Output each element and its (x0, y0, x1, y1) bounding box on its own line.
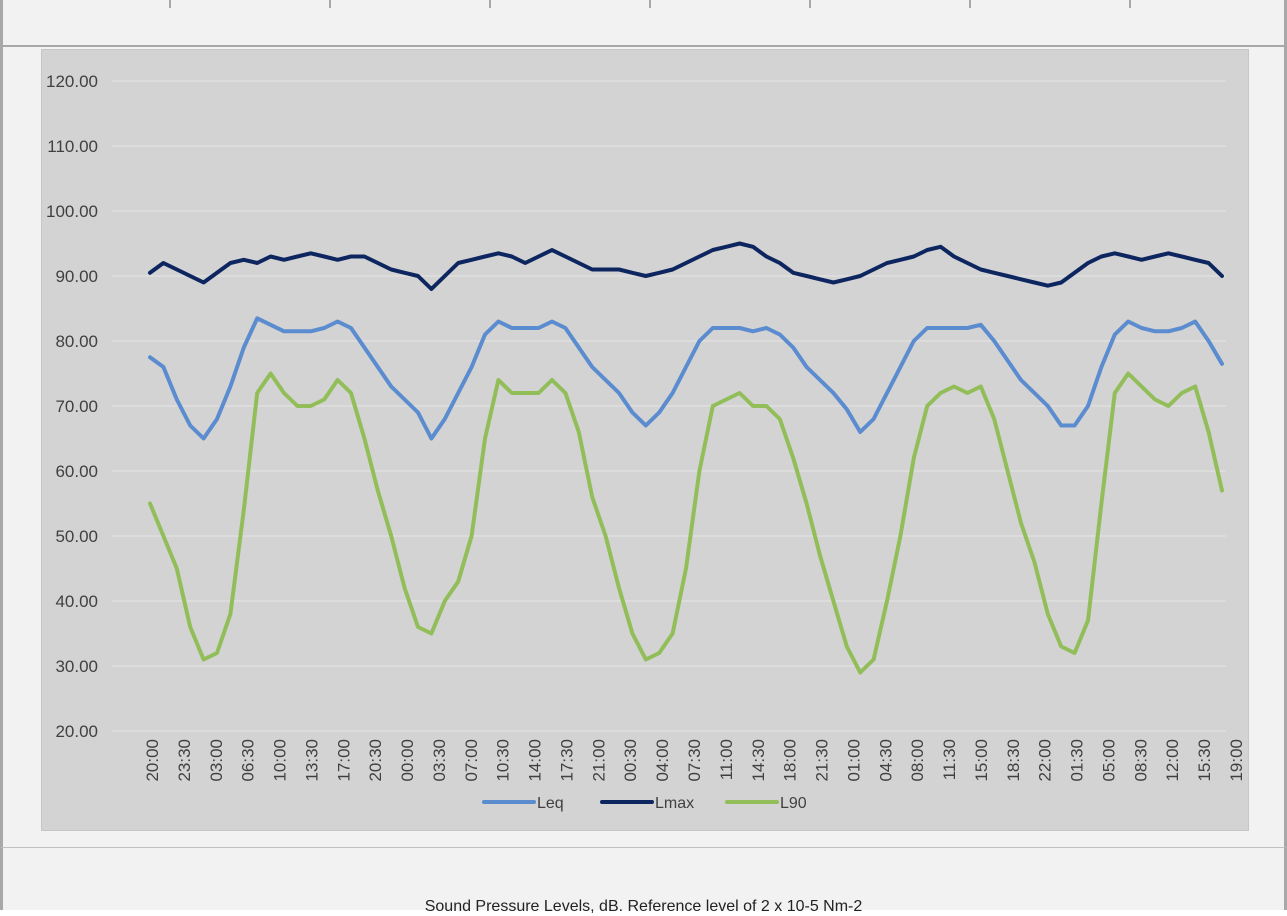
x-tick-label: 11:30 (940, 739, 959, 780)
x-tick-label: 21:30 (813, 739, 832, 782)
x-tick-label: 05:00 (1099, 739, 1118, 782)
x-tick-label: 00:00 (398, 739, 417, 782)
x-tick-label: 11:00 (717, 739, 736, 780)
x-tick-label: 03:30 (430, 739, 449, 782)
y-tick-label: 70.00 (55, 397, 98, 416)
chart-frame: 20.00 30.00 40.00 50.00 60.00 70.00 80.00 90.00… (0, 47, 1287, 847)
series-line-leq (148, 316, 1224, 441)
table-cell-divider (489, 0, 491, 8)
line-chart: 20.00 30.00 40.00 50.00 60.00 70.00 80.00 90.00… (46, 72, 1246, 812)
y-tick-label: 90.00 (55, 267, 98, 286)
x-tick-label: 20:30 (366, 739, 385, 782)
x-tick-label: 13:30 (302, 739, 321, 782)
x-tick-label: 14:30 (749, 739, 768, 782)
header-table-row (0, 0, 1287, 47)
x-tick-label: 06:30 (239, 739, 258, 782)
y-tick-label: 120.00 (46, 72, 98, 91)
table-cell-divider (649, 0, 651, 8)
series-line-lmax (148, 241, 1224, 291)
x-tick-label: 08:00 (908, 739, 927, 782)
x-tick-label: 21:00 (589, 739, 608, 782)
x-tick-label: 07:00 (462, 739, 481, 782)
x-tick-label: 01:30 (1068, 739, 1087, 782)
chart-area: 20.00 30.00 40.00 50.00 60.00 70.00 80.00 90.00… (41, 49, 1249, 831)
series-line-l90 (148, 371, 1224, 675)
x-tick-label: 03:00 (207, 739, 226, 782)
x-tick-label: 22:00 (1036, 739, 1055, 782)
x-tick-label: 01:00 (844, 739, 863, 782)
table-cell-divider (169, 0, 171, 8)
legend-label-lmax: Lmax (655, 795, 694, 812)
x-tick-label: 04:30 (876, 739, 895, 782)
x-tick-label: 17:30 (557, 739, 576, 782)
y-tick-label: 110.00 (47, 137, 98, 156)
y-tick-label: 20.00 (55, 722, 98, 741)
legend-label-l90: L90 (780, 795, 807, 812)
x-tick-label: 07:30 (685, 739, 704, 782)
y-tick-label: 50.00 (55, 527, 98, 546)
table-cell-divider (1129, 0, 1131, 8)
legend-label-leq: Leq (537, 795, 564, 812)
table-cell-divider (969, 0, 971, 8)
y-tick-label: 80.00 (55, 332, 98, 351)
y-tick-label: 30.00 (55, 657, 98, 676)
figure-caption: Sound Pressure Levels, dB. Reference lev… (424, 898, 863, 915)
x-tick-label: 20:00 (143, 739, 162, 782)
caption-row: Sound Pressure Levels, dB. Reference lev… (0, 847, 1287, 915)
y-tick-label: 60.00 (55, 462, 98, 481)
x-tick-label: 19:00 (1227, 739, 1246, 782)
x-tick-label: 23:30 (175, 739, 194, 782)
x-tick-label: 04:00 (653, 739, 672, 782)
x-tick-label: 17:00 (334, 739, 353, 782)
x-tick-label: 18:30 (1004, 739, 1023, 782)
x-tick-label: 18:00 (781, 739, 800, 782)
x-tick-label: 10:30 (494, 739, 513, 782)
x-tick-label: 15:00 (972, 739, 991, 782)
x-tick-label: 00:30 (621, 739, 640, 782)
x-tick-label: 14:00 (526, 739, 545, 782)
table-cell-divider (329, 0, 331, 8)
x-tick-label: 10:00 (271, 739, 290, 782)
y-tick-label: 100.00 (46, 202, 98, 221)
x-tick-label: 08:30 (1131, 739, 1150, 782)
x-tick-label: 12:00 (1163, 739, 1182, 782)
x-tick-label: 15:30 (1195, 739, 1214, 782)
table-cell-divider (809, 0, 811, 8)
y-tick-label: 40.00 (55, 592, 98, 611)
